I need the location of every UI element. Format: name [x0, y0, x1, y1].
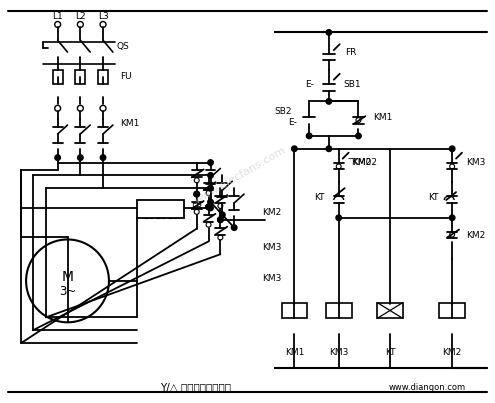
Text: KM1: KM1	[373, 113, 393, 122]
Text: L2: L2	[75, 12, 86, 21]
Circle shape	[306, 133, 312, 139]
Text: KM2: KM2	[352, 158, 372, 167]
Text: SB2: SB2	[274, 107, 292, 116]
Text: KT: KT	[385, 348, 396, 357]
Circle shape	[208, 172, 213, 178]
Text: KM2: KM2	[466, 231, 485, 240]
Circle shape	[336, 215, 342, 220]
Bar	[75, 70, 85, 84]
Text: KM3: KM3	[466, 158, 485, 167]
Circle shape	[208, 185, 213, 191]
Circle shape	[356, 133, 361, 139]
Text: 3~: 3~	[59, 285, 76, 298]
Text: KT: KT	[314, 193, 325, 202]
Text: KT: KT	[428, 193, 439, 202]
Circle shape	[206, 204, 211, 210]
Text: FR: FR	[191, 204, 202, 212]
Text: KM2: KM2	[262, 208, 281, 217]
Text: KM3: KM3	[329, 348, 348, 357]
Text: L3: L3	[98, 12, 108, 21]
Text: www.elecfans.com: www.elecfans.com	[193, 145, 288, 206]
Text: E-: E-	[289, 118, 297, 127]
Circle shape	[218, 217, 223, 222]
Text: www.diangon.com: www.diangon.com	[389, 383, 466, 392]
Bar	[440, 303, 465, 318]
Text: KM1: KM1	[285, 348, 304, 357]
Circle shape	[326, 29, 332, 35]
Circle shape	[55, 155, 60, 160]
Text: M: M	[61, 270, 74, 284]
Text: L1: L1	[52, 12, 63, 21]
Circle shape	[449, 215, 455, 220]
Text: KM1: KM1	[120, 118, 139, 128]
Circle shape	[206, 204, 211, 210]
Circle shape	[220, 212, 225, 218]
Text: E-: E-	[305, 80, 314, 89]
Circle shape	[100, 155, 106, 160]
Bar	[377, 303, 403, 318]
Text: FU: FU	[120, 72, 131, 81]
Text: KM2: KM2	[443, 348, 462, 357]
Circle shape	[208, 205, 213, 211]
Text: KM3: KM3	[262, 274, 281, 283]
Circle shape	[194, 191, 199, 197]
Circle shape	[208, 160, 213, 165]
Text: QS: QS	[117, 42, 130, 51]
Bar	[137, 200, 184, 218]
Circle shape	[208, 199, 213, 205]
Bar	[98, 70, 108, 84]
Text: ̅K̅M02: ̅K̅M02	[352, 158, 378, 167]
Circle shape	[292, 146, 297, 152]
Circle shape	[78, 155, 83, 160]
Circle shape	[326, 99, 332, 104]
Circle shape	[326, 146, 332, 152]
Circle shape	[449, 146, 455, 152]
Bar	[326, 303, 351, 318]
Bar	[53, 70, 62, 84]
Text: Y/△ 降压启动控制线路: Y/△ 降压启动控制线路	[160, 382, 231, 393]
Circle shape	[232, 225, 237, 231]
Text: SB1: SB1	[344, 80, 361, 89]
Text: KM3: KM3	[262, 243, 281, 252]
Text: FR: FR	[345, 48, 356, 56]
Bar	[282, 303, 307, 318]
Circle shape	[218, 217, 223, 222]
Circle shape	[194, 191, 199, 197]
